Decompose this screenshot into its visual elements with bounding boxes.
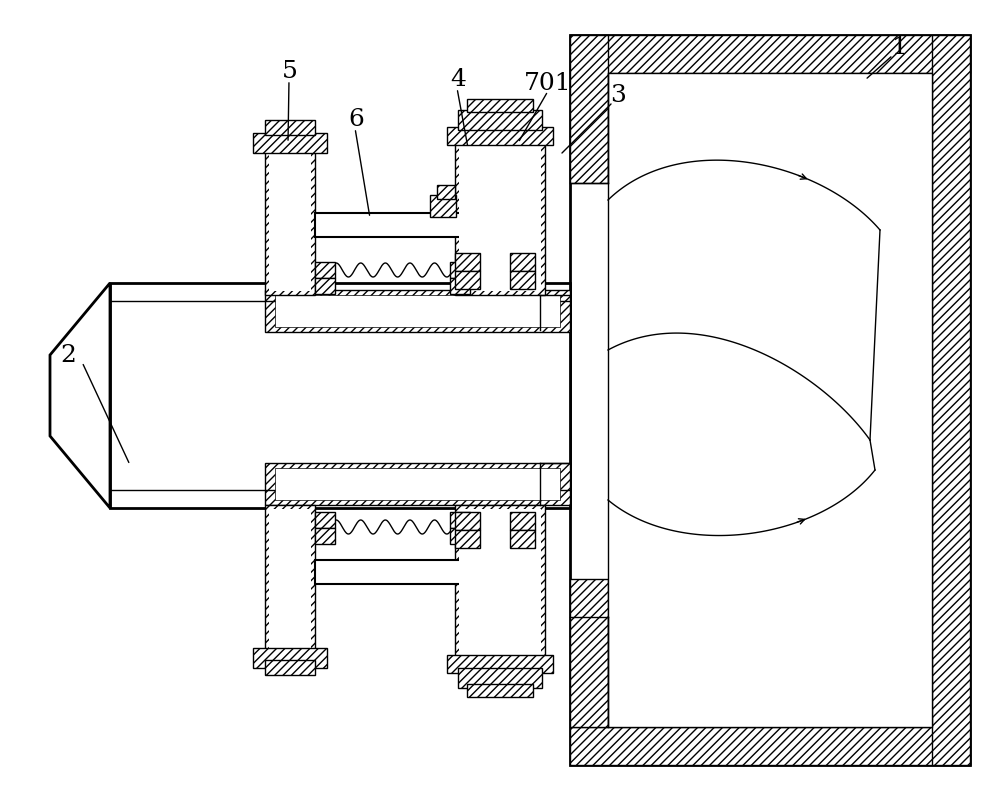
Bar [570,35,608,183]
Polygon shape [50,283,110,508]
Bar [510,271,535,289]
Bar [450,278,470,294]
Bar [450,528,470,544]
Text: 6: 6 [348,108,364,131]
Bar [269,149,311,291]
Bar [275,295,560,327]
Text: 701: 701 [524,72,572,95]
Bar [510,530,535,548]
Bar [455,512,480,530]
Bar [315,560,463,584]
Bar [608,73,932,727]
Bar [455,140,545,295]
Bar [467,684,533,697]
Bar [459,509,541,656]
Bar [265,120,315,135]
Bar [467,99,533,112]
Text: 2: 2 [60,344,76,366]
Text: 3: 3 [610,84,626,107]
Bar [269,509,311,656]
Bar [455,530,480,548]
Bar [265,290,570,332]
Bar [265,505,315,660]
Bar [570,579,608,727]
Bar [570,727,970,765]
Bar [315,512,335,528]
Bar [450,512,470,528]
Bar [315,213,463,237]
Text: 1: 1 [892,37,908,60]
Bar [570,35,970,765]
Bar [110,283,570,508]
Bar [459,144,541,291]
Bar [265,145,315,295]
Bar [932,35,970,765]
Text: 4: 4 [450,68,466,92]
Bar [265,463,570,505]
Bar [458,668,542,688]
Bar [275,468,560,500]
Bar [455,271,480,289]
Bar [447,127,553,145]
Bar [315,262,335,278]
Bar [253,648,327,668]
Bar [430,195,456,217]
Bar [437,185,455,199]
Bar [455,253,480,271]
Bar [265,660,315,675]
Bar [570,35,970,73]
Bar [447,655,553,673]
Text: 5: 5 [282,60,298,84]
Bar [253,133,327,153]
Bar [455,505,545,660]
Bar [510,512,535,530]
Bar [458,110,542,130]
Bar [510,253,535,271]
Bar [315,278,335,294]
Bar [450,262,470,278]
Bar [315,528,335,544]
